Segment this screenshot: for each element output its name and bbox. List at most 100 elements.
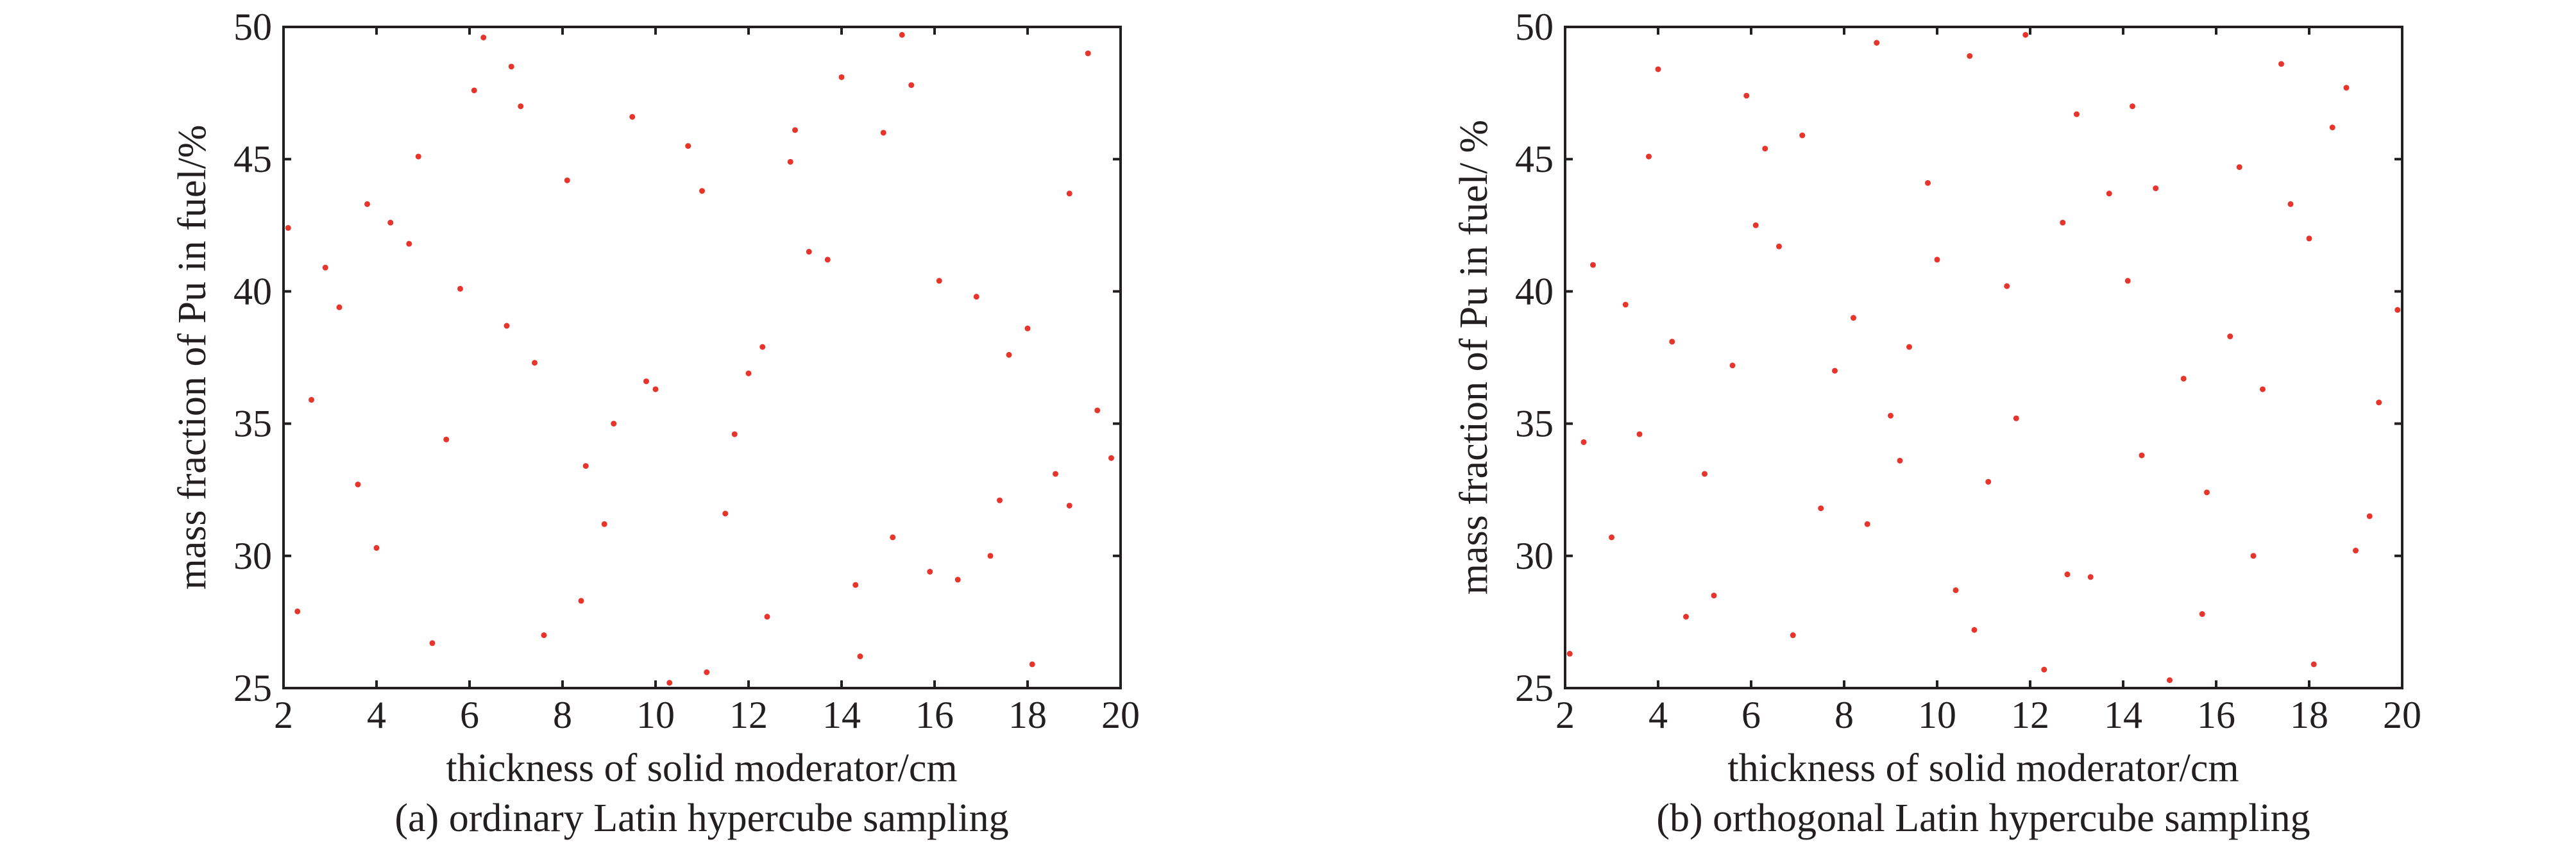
data-point: [2022, 31, 2029, 38]
data-point: [1934, 257, 1940, 263]
data-point: [1864, 521, 1870, 527]
x-axis-label: thickness of solid moderator/cm: [446, 746, 957, 790]
data-point: [1967, 53, 1973, 59]
y-axis-label: mass fraction of Pu in fuel/ %: [1452, 120, 1496, 594]
x-tick-label: 18: [1008, 694, 1047, 736]
data-point: [704, 669, 710, 675]
scatter-panel-ordinary-lhs: 2 4 6 8 10 12 14 16 18 20 25 30 35 40 45 50 thickness …: [171, 6, 1140, 840]
data-point: [1669, 339, 1675, 345]
data-point: [443, 436, 450, 442]
data-point: [2278, 61, 2284, 67]
data-point: [899, 31, 905, 38]
data-point: [722, 510, 729, 517]
x-tick-label: 16: [915, 694, 954, 736]
data-point: [518, 103, 524, 110]
data-point: [787, 158, 793, 165]
data-point: [2180, 375, 2187, 382]
data-point: [1094, 407, 1101, 414]
data-point: [1790, 632, 1796, 639]
data-point: [2287, 201, 2294, 207]
data-point: [2366, 513, 2373, 519]
data-points: [285, 31, 1114, 686]
y-tick-label: 45: [233, 138, 272, 180]
data-point: [2227, 333, 2233, 340]
data-point: [2013, 415, 2019, 421]
x-tick-label: 20: [1101, 694, 1140, 736]
data-point: [1971, 627, 1978, 633]
x-tick-label: 8: [553, 694, 572, 736]
x-tick-label: 18: [2290, 694, 2328, 736]
data-point: [532, 360, 538, 366]
data-point: [927, 569, 933, 575]
x-tick-label: 14: [2104, 694, 2142, 736]
data-point: [1897, 457, 1903, 464]
scatter-panel-orthogonal-lhs: 2 4 6 8 10 12 14 16 18 20 25 30 35 40 45 50 thickness …: [1452, 6, 2421, 840]
data-point: [685, 143, 691, 149]
data-point: [2153, 185, 2159, 192]
data-point: [997, 497, 1003, 503]
data-point: [629, 114, 636, 120]
y-tick-label: 50: [1515, 6, 1554, 48]
x-tick-labels: 2 4 6 8 10 12 14 16 18 20: [274, 694, 1140, 736]
panel-caption: (b) orthogonal Latin hypercube sampling: [1656, 796, 2310, 840]
data-point: [406, 240, 412, 247]
x-tick-label: 2: [274, 694, 293, 736]
data-point: [364, 201, 370, 207]
x-tick-label: 20: [2383, 694, 2421, 736]
x-tick-label: 10: [1918, 694, 1956, 736]
y-tick-label: 35: [1515, 403, 1554, 445]
data-point: [2060, 219, 2066, 226]
data-point: [1832, 367, 1838, 374]
data-point: [2394, 307, 2401, 313]
data-point: [1590, 262, 1596, 268]
data-point: [601, 521, 607, 527]
data-point: [1851, 315, 1856, 321]
data-point: [611, 421, 617, 427]
data-point: [2124, 278, 2131, 284]
data-point: [480, 34, 487, 40]
y-tick-label: 30: [233, 535, 272, 577]
data-point: [2310, 661, 2317, 668]
data-point: [1702, 471, 1707, 477]
panel-caption: (a) ordinary Latin hypercube sampling: [394, 796, 1008, 840]
data-point: [699, 188, 705, 194]
data-point: [806, 249, 812, 255]
data-point: [852, 582, 859, 588]
data-point: [2139, 452, 2145, 459]
data-point: [2353, 548, 2359, 554]
data-point: [824, 257, 831, 263]
data-point: [1776, 243, 1782, 249]
data-point: [336, 304, 343, 310]
data-point: [1711, 593, 1717, 599]
data-point: [564, 177, 570, 183]
data-point: [504, 323, 510, 329]
data-point: [2343, 85, 2350, 91]
data-point: [457, 285, 463, 292]
x-tick-label: 4: [367, 694, 386, 736]
data-point: [309, 396, 314, 403]
data-point: [880, 130, 886, 136]
data-point: [643, 378, 649, 385]
data-point: [2199, 611, 2205, 618]
data-point: [1888, 412, 1894, 419]
x-tick-label: 6: [460, 694, 479, 736]
data-point: [1580, 439, 1587, 445]
data-point: [731, 431, 738, 437]
data-point: [1752, 222, 1759, 228]
x-tick-label: 4: [1648, 694, 1668, 736]
data-point: [2204, 489, 2210, 496]
data-point: [652, 386, 659, 392]
y-tick-label: 25: [1515, 667, 1554, 709]
data-point: [857, 653, 863, 660]
data-point: [1906, 344, 1912, 350]
data-point: [429, 640, 436, 646]
x-tick-label: 2: [1555, 694, 1575, 736]
plot-frame: [282, 26, 1122, 689]
tick-marks: [282, 26, 1122, 689]
data-point: [1108, 455, 1114, 461]
data-point: [2376, 400, 2382, 406]
data-point: [2074, 111, 2080, 117]
data-point: [1066, 190, 1072, 197]
data-point: [2064, 571, 2071, 578]
